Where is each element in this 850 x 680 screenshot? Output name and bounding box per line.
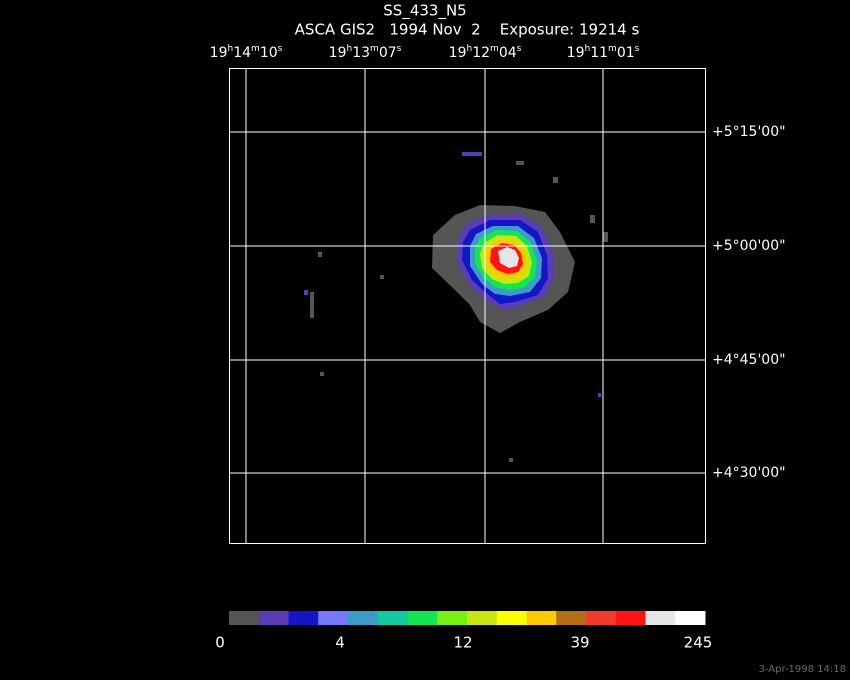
ra-value: 19	[449, 45, 467, 61]
speck	[462, 152, 482, 156]
ra-unit: m	[490, 44, 499, 54]
coordinate-grid	[229, 68, 705, 543]
colorbar-segment	[318, 611, 349, 625]
ra-label: 19h12m04s	[449, 44, 522, 62]
subtitle: ASCA GIS2 1994 Nov 2 Exposure: 19214 s	[295, 21, 640, 39]
ra-unit: h	[466, 44, 472, 54]
colorbar-segment	[526, 611, 557, 625]
title: SS_433_N5	[383, 2, 466, 21]
ra-value: 14	[233, 45, 251, 61]
colorbar-segment	[229, 611, 260, 625]
blob	[498, 247, 519, 268]
timestamp: 3-Apr-1998 14:18	[759, 664, 846, 675]
colorbar-segment	[437, 611, 468, 625]
ra-value: 13	[352, 45, 370, 61]
speck	[310, 292, 314, 318]
ra-value: 19	[329, 45, 347, 61]
ra-label: 19h13m07s	[329, 44, 402, 62]
speck	[318, 252, 322, 257]
dec-label: +5°15'00"	[712, 124, 786, 140]
speck	[380, 275, 384, 279]
ra-unit: m	[608, 44, 617, 54]
ra-value: 19	[210, 45, 228, 61]
ra-value: 04	[499, 45, 517, 61]
colorbar-segment	[496, 611, 527, 625]
ra-unit: h	[584, 44, 590, 54]
ra-unit: s	[278, 44, 283, 54]
colorbar-label: 4	[335, 634, 345, 652]
ra-unit: m	[251, 44, 260, 54]
ra-unit: h	[346, 44, 352, 54]
image	[304, 152, 608, 462]
ra-value: 19	[567, 45, 585, 61]
colorbar-segment	[586, 611, 617, 625]
colorbar-segment	[645, 611, 676, 625]
speck	[516, 161, 524, 165]
ra-value: 07	[379, 45, 397, 61]
colorbar-segment	[348, 611, 379, 625]
speck	[304, 290, 308, 295]
colorbar-segment	[258, 611, 289, 625]
ra-unit: m	[370, 44, 379, 54]
colorbar-label: 39	[570, 634, 589, 652]
ra-unit: s	[635, 44, 640, 54]
ra-value: 01	[617, 45, 635, 61]
speck	[320, 372, 324, 376]
ra-unit: h	[227, 44, 233, 54]
ra-label: 19h14m10s	[210, 44, 283, 62]
speck	[590, 215, 595, 223]
speck	[598, 393, 601, 397]
ra-value: 11	[590, 45, 608, 61]
colorbar-segment	[615, 611, 646, 625]
speck	[603, 232, 608, 242]
colorbar-segment	[467, 611, 498, 625]
ra-value: 12	[472, 45, 490, 61]
colorbar-segment	[675, 611, 706, 625]
ra-label: 19h11m01s	[567, 44, 640, 62]
ra-unit: s	[397, 44, 402, 54]
dec-label: +4°30'00"	[712, 465, 786, 481]
colorbar-segment	[288, 611, 319, 625]
dec-label: +5°00'00"	[712, 238, 786, 254]
frame	[229, 68, 706, 544]
dec-label: +4°45'00"	[712, 352, 786, 368]
colorbar-segment	[377, 611, 408, 625]
colorbar-label: 245	[684, 634, 713, 652]
ra-value: 10	[260, 45, 278, 61]
colorbar-label: 12	[453, 634, 472, 652]
ra-unit: s	[517, 44, 522, 54]
speck	[509, 458, 513, 462]
colorbar-segment	[556, 611, 587, 625]
colorbar-segment	[407, 611, 438, 625]
colorbar-label: 0	[215, 634, 225, 652]
speck	[553, 177, 558, 183]
